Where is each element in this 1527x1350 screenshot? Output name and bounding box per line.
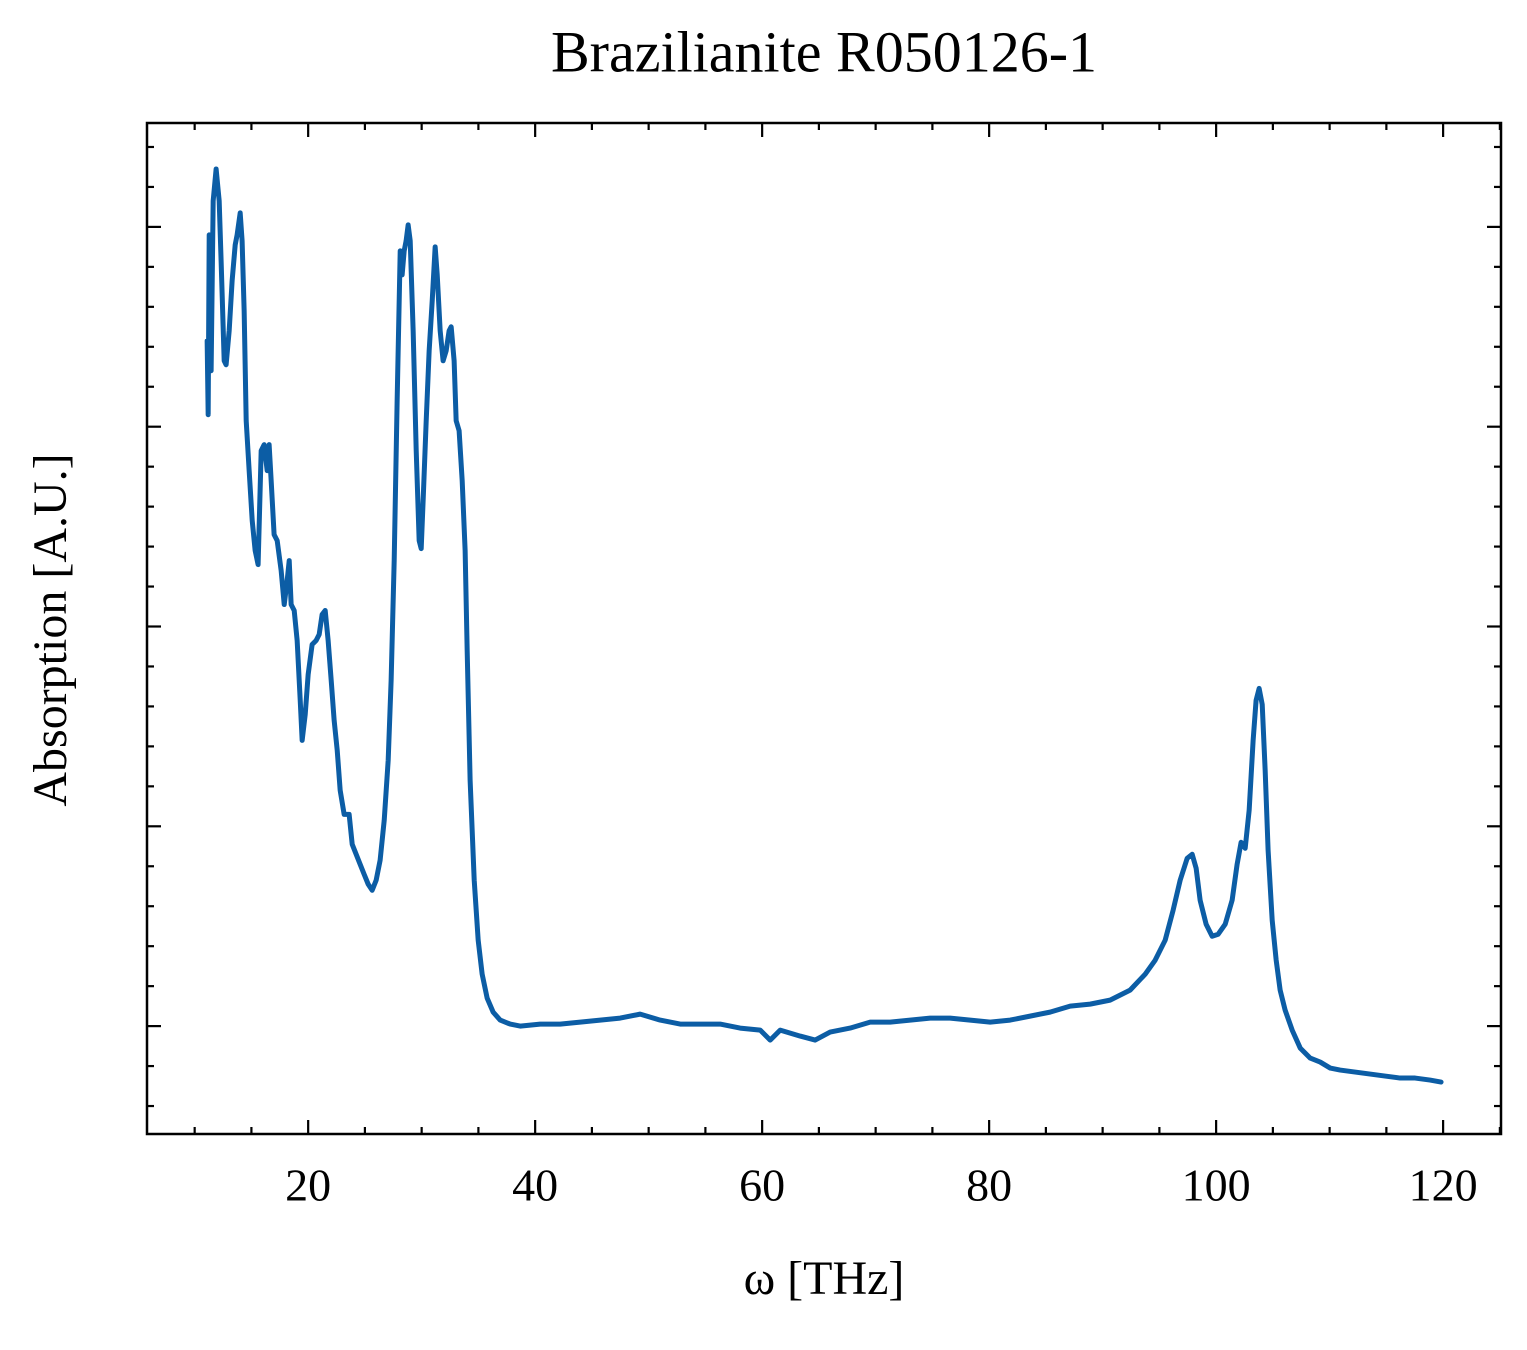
- x-tick-label: 120: [1409, 1160, 1478, 1211]
- x-tick-label: 80: [966, 1160, 1012, 1211]
- x-tick-label: 40: [512, 1160, 558, 1211]
- x-tick-label: 60: [739, 1160, 785, 1211]
- y-axis-label: Absorption [A.U.]: [24, 453, 77, 806]
- x-tick-label: 20: [285, 1160, 331, 1211]
- chart-title: Brazilianite R050126-1: [551, 19, 1097, 84]
- x-axis-label: ω [THz]: [744, 1252, 905, 1305]
- data-line: [204, 166, 1444, 1085]
- plot-frame: [145, 121, 1503, 1136]
- x-tick-label: 100: [1182, 1160, 1251, 1211]
